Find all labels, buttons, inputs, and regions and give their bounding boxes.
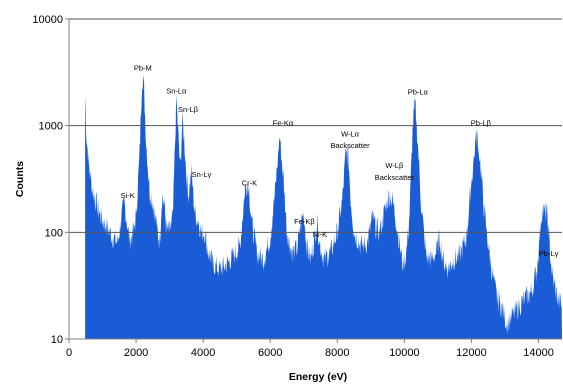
ticks: 0 2000 4000 6000 8000 10000 12000 14000 10 100 100…: [32, 14, 553, 359]
peak-label: Pb-Lβ: [471, 119, 492, 128]
peak-label: Si-K: [121, 191, 135, 200]
peak-label: Cr-K: [242, 178, 257, 187]
y-tick-label: 10: [51, 334, 63, 346]
peak-label: Sn-Lβ: [178, 105, 199, 114]
gridlines: [69, 18, 562, 233]
x-tick-label: 6000: [258, 347, 282, 359]
peak-label: Fe-Kα: [273, 119, 294, 128]
x-tick-label: 8000: [325, 347, 349, 359]
peak-label: Backscatter: [330, 141, 370, 150]
peak-label: Pb-M: [134, 63, 152, 72]
x-tick-label: 14000: [523, 347, 554, 359]
y-tick-label: 1000: [39, 121, 63, 133]
series-area: [85, 74, 562, 340]
y-tick-label: 100: [45, 227, 63, 239]
y-tick-label: 10000: [32, 14, 63, 26]
annotations: Pb-M Si-K Sn-Lα Sn-Lβ Sn-Lγ Cr-K Fe-Kα Fe-Kβ Ni-…: [121, 63, 559, 258]
series-layer: [85, 74, 562, 340]
x-tick-label: 2000: [124, 347, 148, 359]
x-tick-label: 0: [66, 347, 72, 359]
peak-label: Pb-Lα: [408, 88, 429, 97]
peak-label: Sn-Lγ: [192, 170, 212, 179]
y-axis-title: Counts: [14, 161, 26, 197]
peak-label: Sn-Lα: [166, 87, 187, 96]
peak-label: Ni-K: [313, 230, 328, 239]
peak-label: W-Lβ: [385, 161, 404, 170]
peak-label: Fe-Kβ: [294, 217, 315, 226]
x-tick-label: 4000: [191, 347, 215, 359]
axes: [68, 19, 562, 340]
peak-label: Pb-Lγ: [539, 249, 559, 258]
peak-label: Backscatter: [375, 173, 415, 182]
x-tick-label: 10000: [389, 347, 420, 359]
x-tick-label: 12000: [456, 347, 487, 359]
peak-label: W-Lα: [341, 130, 360, 139]
x-axis-title: Energy (eV): [289, 371, 347, 383]
